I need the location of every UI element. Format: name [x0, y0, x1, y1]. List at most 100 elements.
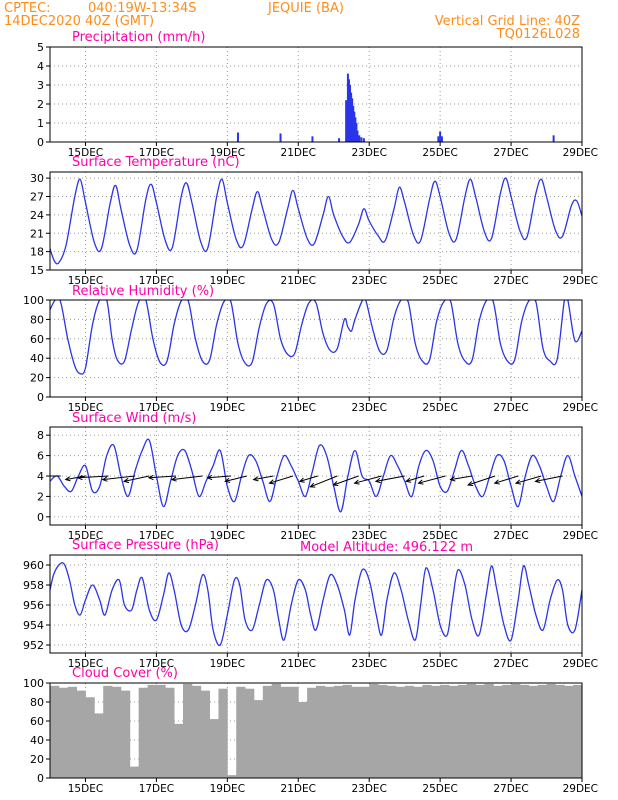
panel-title: Surface Wind (m/s) [72, 411, 196, 426]
cloud-bar [404, 685, 414, 778]
wind-arrow-head [449, 476, 456, 482]
series-group [50, 562, 582, 647]
panel-title: Surface Temperature (nC) [72, 155, 240, 170]
x-tick-label: 29DEC [563, 530, 598, 542]
cloud-bar [156, 684, 166, 778]
precip-bar [236, 132, 239, 142]
panels: Precipitation (mm/h) 0 1 2 3 4 5 15DEC 17DEC 19DE… [23, 30, 598, 795]
wind-arrow-head [64, 476, 71, 482]
cloud-bar [85, 697, 95, 778]
x-tick-label: 19DEC [210, 658, 245, 670]
panel-title: Precipitation (mm/h) [72, 30, 205, 45]
x-tick-label: 19DEC [210, 783, 245, 795]
panel-frame [49, 426, 583, 526]
cloud-bar [511, 683, 521, 778]
cloud-bar [298, 702, 308, 778]
y-tick-label: 954 [23, 619, 44, 632]
precip-bar [346, 73, 349, 142]
wind-arrow [124, 475, 150, 482]
panel-frame [49, 46, 583, 143]
panel-3: Surface Wind (m/s) 0 2 4 6 8 15DEC 17DEC 19DEC 21… [37, 411, 598, 542]
wind-arrow-head [534, 477, 541, 484]
wind-arrow [406, 475, 425, 482]
precip-bar [352, 105, 355, 142]
x-tick-label: 17DEC [139, 147, 174, 159]
x-tick-label: 23DEC [351, 783, 386, 795]
y-tick-label: 4 [37, 60, 44, 73]
header-grid-note: Vertical Grid Line: 40Z [435, 14, 580, 29]
precip-bar [358, 135, 361, 142]
cloud-bar [76, 690, 86, 778]
x-tick-label: 25DEC [422, 275, 457, 287]
cloud-bar [546, 683, 556, 778]
cloud-bar [183, 683, 193, 778]
x-tick-label: 23DEC [351, 147, 386, 159]
header-model-code: TQ0126L028 [496, 27, 580, 42]
cloud-bar [316, 685, 326, 778]
cloud-bar [289, 686, 299, 778]
wind-arrow-head [374, 477, 381, 484]
panel-5: Cloud Cover (%) 0 20 40 60 80 100 15DEC 17DEC 19D… [23, 666, 598, 795]
precip-bar [349, 85, 352, 142]
y-tick-label: 0 [37, 511, 44, 524]
cloud-bar [58, 687, 69, 778]
wind-arrow-head [76, 474, 83, 481]
cloud-bar [342, 684, 352, 778]
cloud-bar [333, 685, 343, 778]
precip-bar [552, 135, 555, 142]
x-tick-label: 15DEC [68, 658, 103, 670]
series-line [50, 300, 582, 375]
x-tick-label: 27DEC [493, 658, 528, 670]
series-line [50, 438, 582, 513]
x-tick-label: 29DEC [563, 658, 598, 670]
x-tick-label: 17DEC [139, 402, 174, 414]
precip-bar [354, 117, 357, 142]
header-coords: 040:19W-13:34S [88, 1, 196, 16]
y-tick-label: 27 [30, 191, 44, 204]
x-tick-label: 19DEC [210, 402, 245, 414]
wind-arrow-head [224, 477, 231, 483]
y-tick-label: 100 [23, 294, 44, 307]
x-tick-label: 15DEC [68, 147, 103, 159]
cloud-bar [369, 683, 379, 778]
x-tick-label: 25DEC [422, 530, 457, 542]
cloud-bar [174, 723, 184, 778]
precip-bar [353, 111, 356, 142]
x-tick-label: 25DEC [422, 402, 457, 414]
wind-arrow-head [101, 476, 108, 482]
precip-bar [355, 123, 358, 142]
y-tick-label: 958 [23, 579, 44, 592]
series-line [50, 562, 582, 647]
wind-arrow [515, 475, 542, 484]
wind-arrow [467, 475, 496, 486]
precip-bar [437, 136, 440, 142]
cloud-bar [307, 687, 317, 778]
cloud-bar [528, 685, 539, 778]
cloud-bar [218, 688, 228, 778]
cloud-bar [431, 685, 441, 778]
cloud-bar [573, 684, 582, 778]
wind-arrow-head [405, 477, 412, 483]
y-tick-label: 40 [30, 734, 44, 747]
series-line [50, 177, 582, 265]
wind-arrow-head [309, 482, 316, 488]
x-tick-label: 17DEC [139, 658, 174, 670]
cloud-bar [262, 685, 273, 778]
wind-arrow [65, 475, 86, 481]
y-tick-label: 24 [30, 209, 44, 222]
wind-arrow [77, 475, 109, 479]
cloud-bar [324, 686, 335, 778]
precip-bar [350, 92, 353, 142]
y-tick-label: 3 [37, 79, 44, 92]
cloud-bar [378, 684, 388, 778]
x-tick-label: 15DEC [68, 402, 103, 414]
header-source: CPTEC: [4, 1, 51, 16]
x-tick-label: 15DEC [68, 275, 103, 287]
x-tick-label: 27DEC [493, 147, 528, 159]
precip-bar [311, 136, 314, 142]
y-tick-label: 18 [30, 246, 44, 259]
panel-frame [49, 554, 583, 654]
cloud-bar [564, 685, 574, 778]
cloud-bar [351, 686, 361, 778]
wind-arrow-head [298, 477, 305, 483]
